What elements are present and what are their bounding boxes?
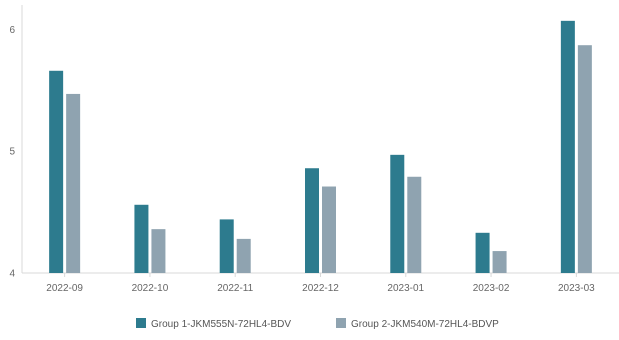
legend-swatch <box>136 318 146 328</box>
y-axis: 4 5 6 <box>9 5 23 280</box>
bar-1 <box>305 168 319 273</box>
x-tick-label: 2023-02 <box>473 283 510 294</box>
legend-label: Group 2-JKM540M-72HL4-BDVP <box>351 319 499 330</box>
y-tick-label: 5 <box>9 147 15 158</box>
bar-1 <box>390 154 405 273</box>
legend-swatch <box>336 318 346 328</box>
bar-2 <box>407 176 422 273</box>
bar-2 <box>577 45 592 274</box>
bar-1 <box>475 232 490 273</box>
bar-2 <box>236 238 251 273</box>
bar-1 <box>219 219 234 273</box>
bar-1 <box>560 20 575 273</box>
x-tick-label: 2023-03 <box>558 283 595 294</box>
y-tick-label: 4 <box>9 269 15 280</box>
bars <box>49 20 592 274</box>
x-tick-label: 2023-01 <box>387 283 424 294</box>
y-tick-label: 6 <box>9 25 15 36</box>
bar-2 <box>66 93 81 273</box>
legend: Group 1-JKM555N-72HL4-BDV Group 2-JKM540M… <box>136 318 499 330</box>
x-tick-label: 2022-12 <box>302 283 339 294</box>
bar-1 <box>134 204 149 273</box>
bar-2 <box>492 251 507 273</box>
bar-2 <box>151 229 166 273</box>
x-tick-label: 2022-10 <box>132 283 169 294</box>
legend-label: Group 1-JKM555N-72HL4-BDV <box>151 319 291 330</box>
bar-1 <box>49 70 64 273</box>
x-axis: 2022-09 2022-10 2022-11 2022-12 2023-01 2023-… <box>22 272 619 294</box>
x-tick-label: 2022-11 <box>217 283 253 294</box>
bar-2 <box>322 186 336 273</box>
x-tick-label: 2022-09 <box>46 283 83 294</box>
